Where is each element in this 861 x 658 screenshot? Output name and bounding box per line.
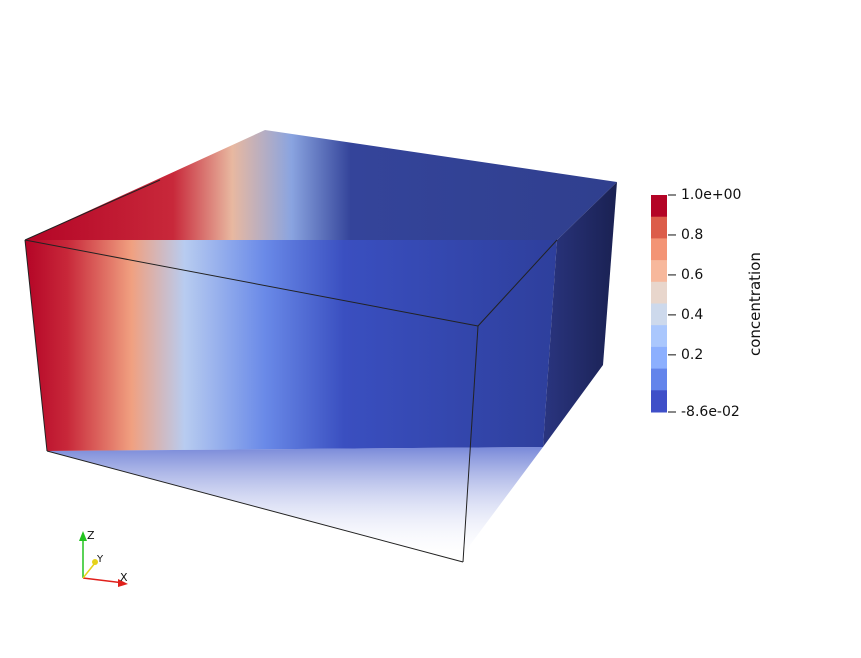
colorbar-band (651, 390, 667, 413)
y-axis-line (82, 562, 96, 579)
colorbar-tick-label: 0.4 (681, 306, 704, 323)
x-axis-line (82, 577, 125, 584)
volume-bottom-fade (47, 447, 543, 562)
colorbar-band (651, 368, 667, 391)
y-axis-label: Y (97, 554, 104, 565)
colorbar-title: concentration (746, 252, 764, 356)
axes-triad (79, 531, 128, 587)
colorbar-tick-label: 1.0e+00 (681, 187, 742, 203)
colorbar-tick-label: -8.6e-02 (681, 404, 740, 420)
outline-box (24, 179, 558, 563)
colorbar-band (651, 303, 667, 326)
colorbar-band (651, 260, 667, 283)
colorbar-band (651, 216, 667, 239)
colorbar-band (651, 281, 667, 304)
volume-top-face (25, 130, 617, 240)
volume (25, 130, 617, 562)
z-axis-label: Z (87, 529, 95, 542)
colorbar-band (651, 346, 667, 370)
z-axis-arrow-icon (79, 531, 87, 541)
colorbar-band (651, 195, 667, 218)
colorbar (651, 194, 676, 413)
volume-front-face (25, 240, 557, 451)
colorbar-tick-label: 0.2 (681, 346, 704, 363)
colorbar-band (651, 238, 667, 261)
y-axis-arrow-icon (92, 559, 98, 565)
colorbar-tick-label: 0.8 (681, 226, 704, 243)
volume-right-face (543, 182, 617, 447)
colorbar-band (651, 325, 667, 348)
colorbar-tick-label: 0.6 (681, 266, 704, 283)
x-axis-label: X (120, 571, 128, 584)
x-axis-arrow-icon (118, 579, 128, 587)
